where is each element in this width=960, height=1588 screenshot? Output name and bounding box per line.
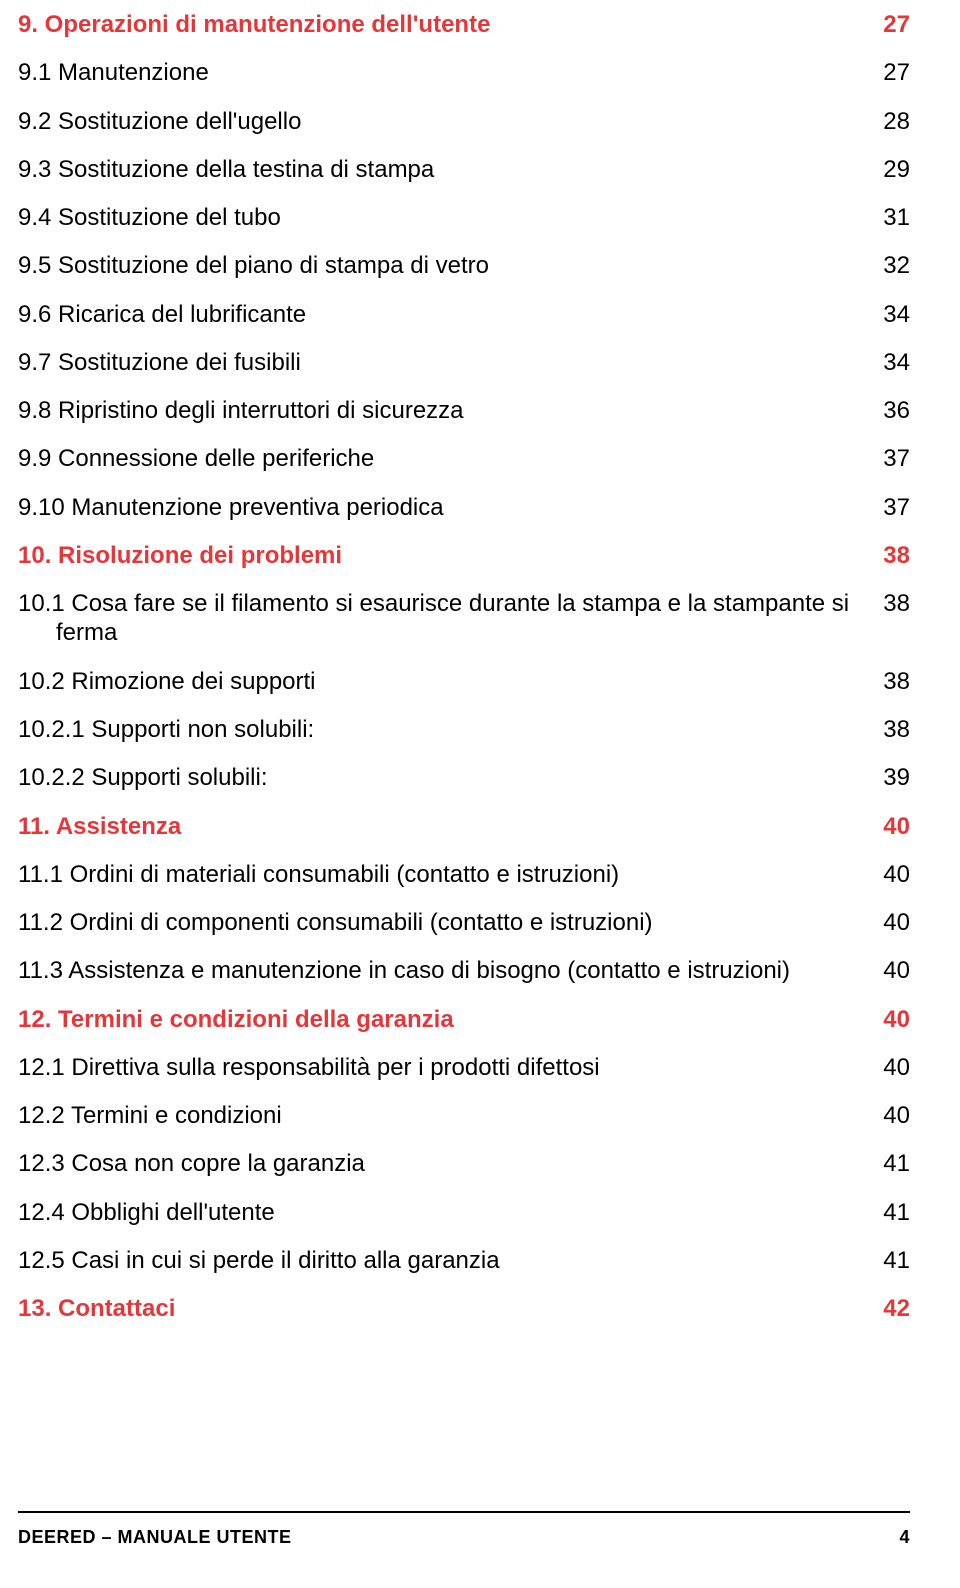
toc-page-number: 28	[870, 107, 910, 136]
toc-row: 9.1 Manutenzione27	[18, 58, 910, 87]
toc-row: 12.3 Cosa non copre la garanzia41	[18, 1149, 910, 1178]
toc-page-number: 34	[870, 348, 910, 377]
toc-row: 12.5 Casi in cui si perde il diritto all…	[18, 1246, 910, 1275]
toc-page-number: 39	[870, 763, 910, 792]
toc-page-number: 36	[870, 396, 910, 425]
toc-page-number: 32	[870, 251, 910, 280]
toc-row: 9.9 Connessione delle periferiche37	[18, 444, 910, 473]
toc-page-number: 40	[870, 1005, 910, 1034]
toc-label: 12.5 Casi in cui si perde il diritto all…	[18, 1246, 870, 1275]
footer-row: DEERED – MANUALE UTENTE 4	[18, 1527, 910, 1548]
toc-label: 10.2.1 Supporti non solubili:	[18, 715, 870, 744]
toc-label: 9.8 Ripristino degli interruttori di sic…	[18, 396, 870, 425]
toc-label: 9.10 Manutenzione preventiva periodica	[18, 493, 870, 522]
toc-label: 11. Assistenza	[18, 812, 870, 841]
toc-label: 10.2.2 Supporti solubili:	[18, 763, 870, 792]
toc-label: 10.2 Rimozione dei supporti	[18, 667, 870, 696]
toc-label: 9.2 Sostituzione dell'ugello	[18, 107, 870, 136]
toc-page-number: 38	[870, 541, 910, 570]
toc-row: 9.3 Sostituzione della testina di stampa…	[18, 155, 910, 184]
page-footer: DEERED – MANUALE UTENTE 4	[18, 1511, 910, 1548]
toc-page-number: 41	[870, 1198, 910, 1227]
toc-row: 12. Termini e condizioni della garanzia4…	[18, 1005, 910, 1034]
toc-label: 11.2 Ordini di componenti consumabili (c…	[18, 908, 870, 937]
toc-page-number: 40	[870, 908, 910, 937]
toc-label: 11.1 Ordini di materiali consumabili (co…	[18, 860, 870, 889]
toc-label: 11.3 Assistenza e manutenzione in caso d…	[18, 956, 870, 985]
toc-row: 9.5 Sostituzione del piano di stampa di …	[18, 251, 910, 280]
toc-row: 9.2 Sostituzione dell'ugello28	[18, 107, 910, 136]
toc-row: 10.2.2 Supporti solubili:39	[18, 763, 910, 792]
toc-row: 9. Operazioni di manutenzione dell'utent…	[18, 10, 910, 39]
toc-row: 10.1 Cosa fare se il filamento si esauri…	[18, 589, 910, 648]
toc-label: 12. Termini e condizioni della garanzia	[18, 1005, 870, 1034]
toc-row: 9.10 Manutenzione preventiva periodica37	[18, 493, 910, 522]
toc-label: 12.1 Direttiva sulla responsabilità per …	[18, 1053, 870, 1082]
toc-page-number: 29	[870, 155, 910, 184]
toc-label: 12.2 Termini e condizioni	[18, 1101, 870, 1130]
toc-row: 12.4 Obblighi dell'utente41	[18, 1198, 910, 1227]
toc-page-number: 41	[870, 1149, 910, 1178]
toc-page-number: 34	[870, 300, 910, 329]
toc-row: 9.6 Ricarica del lubrificante34	[18, 300, 910, 329]
toc-page-number: 38	[870, 589, 910, 618]
toc-page-number: 37	[870, 444, 910, 473]
toc-page-number: 41	[870, 1246, 910, 1275]
footer-page-number: 4	[899, 1527, 910, 1548]
toc-row: 9.4 Sostituzione del tubo31	[18, 203, 910, 232]
toc-row: 13. Contattaci42	[18, 1294, 910, 1323]
toc-label: 9. Operazioni di manutenzione dell'utent…	[18, 10, 870, 39]
toc-label: 9.4 Sostituzione del tubo	[18, 203, 870, 232]
toc-row: 11.2 Ordini di componenti consumabili (c…	[18, 908, 910, 937]
toc-label: 12.3 Cosa non copre la garanzia	[18, 1149, 870, 1178]
toc-page-number: 40	[870, 812, 910, 841]
toc-row: 9.8 Ripristino degli interruttori di sic…	[18, 396, 910, 425]
toc-row: 10.2.1 Supporti non solubili:38	[18, 715, 910, 744]
toc-page-number: 38	[870, 667, 910, 696]
toc-row: 12.1 Direttiva sulla responsabilità per …	[18, 1053, 910, 1082]
toc-page-number: 40	[870, 860, 910, 889]
toc-label: 9.6 Ricarica del lubrificante	[18, 300, 870, 329]
toc-row: 10.2 Rimozione dei supporti38	[18, 667, 910, 696]
toc-page-number: 40	[870, 956, 910, 985]
toc-page-number: 40	[870, 1053, 910, 1082]
toc-row: 11.1 Ordini di materiali consumabili (co…	[18, 860, 910, 889]
toc-row: 9.7 Sostituzione dei fusibili34	[18, 348, 910, 377]
toc-label: 9.3 Sostituzione della testina di stampa	[18, 155, 870, 184]
toc-row: 11.3 Assistenza e manutenzione in caso d…	[18, 956, 910, 985]
toc-label: 9.9 Connessione delle periferiche	[18, 444, 870, 473]
toc-label: 13. Contattaci	[18, 1294, 870, 1323]
toc-label: 9.5 Sostituzione del piano di stampa di …	[18, 251, 870, 280]
toc-row: 10. Risoluzione dei problemi38	[18, 541, 910, 570]
toc-label: 9.7 Sostituzione dei fusibili	[18, 348, 870, 377]
footer-divider	[18, 1511, 910, 1513]
toc-page-number: 37	[870, 493, 910, 522]
toc-label: 10. Risoluzione dei problemi	[18, 541, 870, 570]
toc-page-number: 27	[870, 58, 910, 87]
toc-page-number: 40	[870, 1101, 910, 1130]
toc-label: 9.1 Manutenzione	[18, 58, 870, 87]
toc-page-number: 31	[870, 203, 910, 232]
toc-page-number: 42	[870, 1294, 910, 1323]
toc-page-number: 38	[870, 715, 910, 744]
page: 9. Operazioni di manutenzione dell'utent…	[0, 0, 960, 1588]
footer-title: DEERED – MANUALE UTENTE	[18, 1527, 292, 1548]
toc-page-number: 27	[870, 10, 910, 39]
toc-label: 12.4 Obblighi dell'utente	[18, 1198, 870, 1227]
toc-row: 11. Assistenza40	[18, 812, 910, 841]
toc-row: 12.2 Termini e condizioni40	[18, 1101, 910, 1130]
table-of-contents: 9. Operazioni di manutenzione dell'utent…	[18, 10, 910, 1323]
toc-label: 10.1 Cosa fare se il filamento si esauri…	[18, 589, 870, 648]
